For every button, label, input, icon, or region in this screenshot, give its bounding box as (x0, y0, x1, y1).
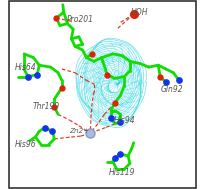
Text: Pro201: Pro201 (66, 15, 93, 24)
Text: His64: His64 (15, 63, 37, 72)
Text: Zn2+: Zn2+ (68, 128, 89, 134)
Text: His119: His119 (109, 168, 135, 177)
Text: HOH: HOH (130, 8, 147, 17)
Text: Gln92: Gln92 (159, 85, 182, 94)
Text: Thr199: Thr199 (32, 102, 59, 111)
Text: His96: His96 (15, 140, 37, 149)
Text: His94: His94 (113, 115, 134, 125)
